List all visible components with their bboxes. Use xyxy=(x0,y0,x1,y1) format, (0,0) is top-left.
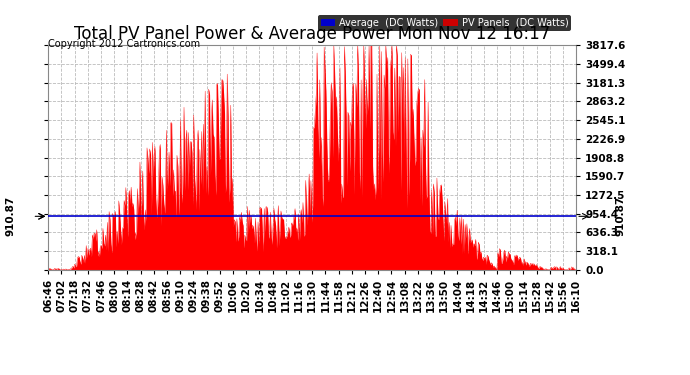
Title: Total PV Panel Power & Average Power Mon Nov 12 16:17: Total PV Panel Power & Average Power Mon… xyxy=(74,26,551,44)
Legend: Average  (DC Watts), PV Panels  (DC Watts): Average (DC Watts), PV Panels (DC Watts) xyxy=(318,15,571,31)
Text: 910.87: 910.87 xyxy=(6,196,15,237)
Text: Copyright 2012 Cartronics.com: Copyright 2012 Cartronics.com xyxy=(48,39,200,50)
Text: 910.87: 910.87 xyxy=(616,196,626,237)
